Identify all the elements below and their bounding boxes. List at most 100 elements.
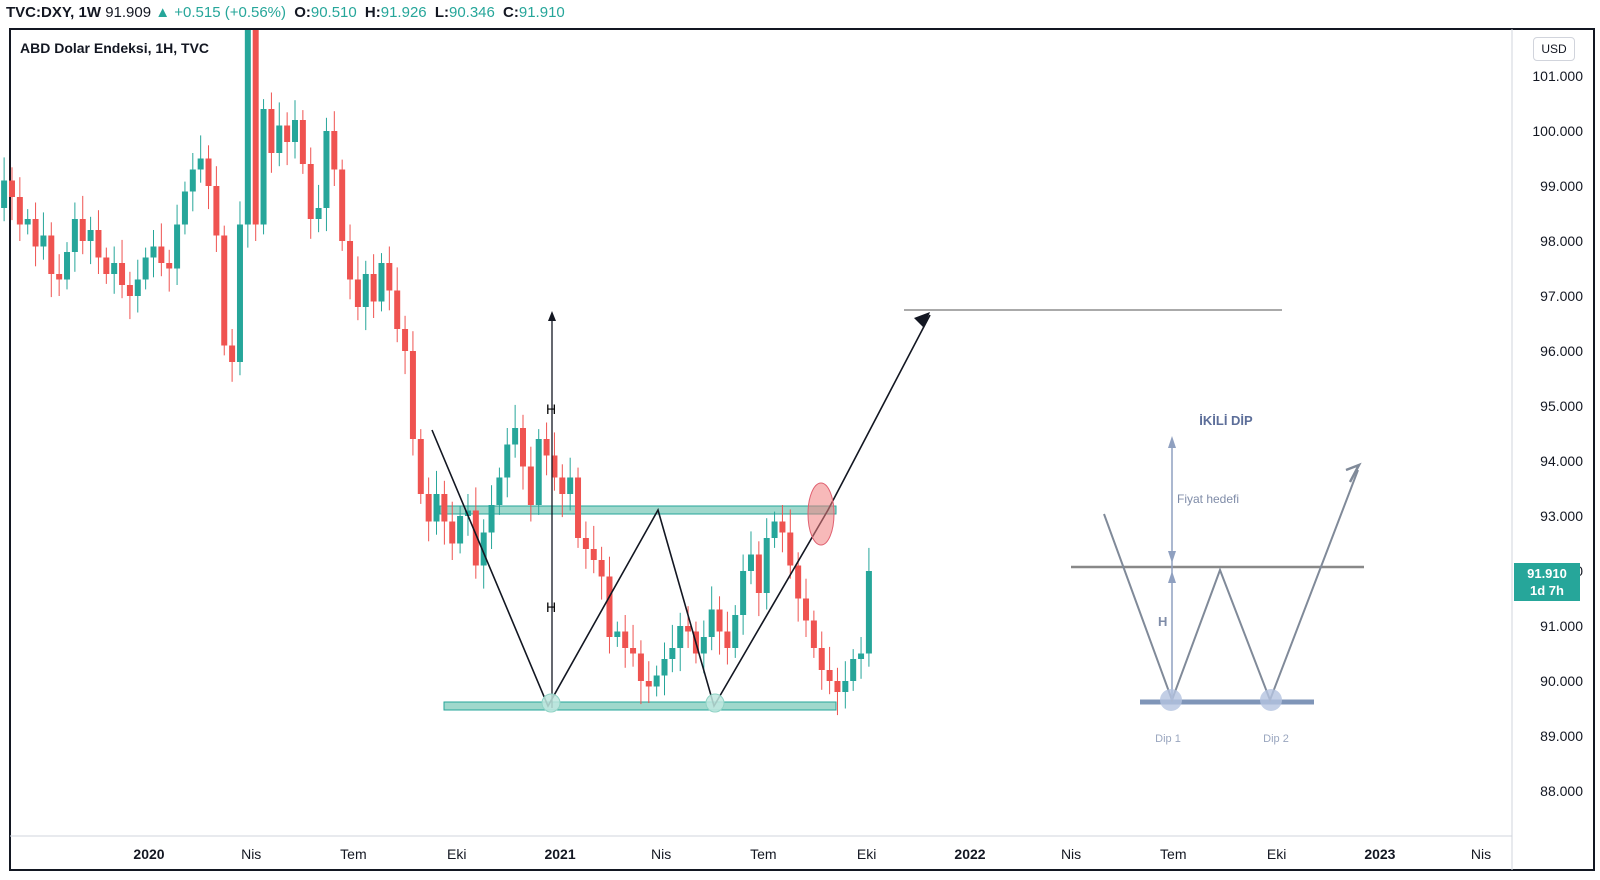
price-tick-label: 91.000 [1540, 618, 1583, 634]
low-label: L: [434, 4, 449, 21]
candle-body [126, 285, 133, 296]
pane-title: ABD Dolar Endeksi, 1H, TVC [20, 40, 210, 56]
candle-body [755, 554, 762, 593]
candle [260, 99, 267, 235]
support-zone[interactable] [443, 701, 837, 711]
candle [95, 210, 102, 274]
candle-body [158, 246, 165, 263]
candle-body [150, 246, 157, 258]
candle-body [803, 598, 810, 621]
candle-body [747, 554, 754, 571]
candle-body [543, 439, 550, 456]
candle [205, 145, 212, 210]
last-price-value: 91.910 [1527, 566, 1567, 581]
candle [755, 541, 762, 617]
candle-body [64, 252, 71, 280]
candle-body [472, 510, 479, 566]
candle [323, 117, 330, 232]
candle [150, 230, 157, 278]
candle-body [166, 263, 173, 269]
candle-body [417, 439, 424, 494]
candle [16, 177, 23, 241]
price-tick-label: 95.000 [1540, 398, 1583, 414]
candle-body [850, 659, 857, 681]
candle [221, 225, 228, 356]
candle-body [551, 455, 558, 478]
candle [614, 621, 621, 647]
time-tick-label: Eki [857, 846, 876, 862]
price-axis[interactable]: 88.00089.00090.00091.00092.00093.00094.0… [1532, 68, 1583, 799]
candle-body [834, 681, 841, 692]
candle [559, 464, 566, 518]
candle-body [598, 560, 605, 577]
candle-body [795, 565, 802, 599]
candle [40, 212, 47, 260]
candle [244, 30, 251, 248]
inset-height-label: H [1158, 614, 1167, 629]
target-arrowhead [914, 312, 930, 328]
open-label: O: [294, 4, 311, 21]
candle [519, 414, 526, 490]
candle [252, 30, 259, 241]
candle [818, 631, 825, 690]
candle [795, 552, 802, 622]
bar-countdown: 1d 7h [1530, 583, 1564, 598]
time-tick-label: Tem [1160, 846, 1186, 862]
candle-body [622, 631, 629, 648]
candle [677, 612, 684, 672]
symbol-label[interactable]: TVC:DXY, 1W [6, 4, 102, 21]
candle-body [433, 494, 440, 522]
candle [299, 110, 306, 174]
candle-body [645, 681, 652, 687]
price-tick-label: 98.000 [1540, 233, 1583, 249]
breakout-marker[interactable] [807, 482, 835, 546]
candle-body [244, 30, 251, 225]
candle [747, 531, 754, 585]
candle [504, 428, 511, 498]
candle [606, 556, 613, 654]
candle-body [378, 263, 385, 302]
candle [425, 477, 432, 542]
candle-body [669, 648, 676, 659]
time-axis[interactable]: 2020 Nis Tem Eki 2021 Nis Tem Eki 2022 Nis Tem Eki 2… [133, 846, 1491, 862]
time-tick-label: Tem [340, 846, 366, 862]
price-tick-label: 100.000 [1532, 123, 1583, 139]
candle-body [771, 521, 778, 538]
candle [449, 501, 456, 560]
candle-body [299, 120, 306, 164]
candle [79, 195, 86, 255]
currency-button[interactable]: USD [1533, 37, 1575, 61]
candle-body [339, 169, 346, 241]
dip1-marker[interactable] [541, 693, 561, 713]
candle [567, 457, 574, 511]
candle [630, 624, 637, 667]
candle [496, 467, 503, 515]
candle [71, 202, 78, 272]
candle [842, 661, 849, 709]
w-pattern-line[interactable] [431, 314, 931, 709]
inset-dip1-label: Dip 1 [1155, 733, 1181, 745]
candle [378, 253, 385, 312]
candle [111, 246, 118, 294]
candle [787, 509, 794, 579]
candle-body [425, 494, 432, 522]
candle-body [575, 477, 582, 538]
neckline-zone[interactable] [439, 505, 837, 515]
dip2-marker[interactable] [705, 693, 725, 713]
candle [810, 610, 817, 658]
candle-body [331, 131, 338, 170]
candle-body [653, 675, 660, 687]
candle-body [488, 505, 495, 533]
candle [457, 506, 464, 554]
candle [307, 147, 314, 239]
candle-body [307, 164, 314, 219]
candle [622, 615, 629, 668]
candle [181, 181, 188, 235]
price-tick-label: 90.000 [1540, 673, 1583, 689]
candle-body [87, 230, 94, 241]
candle-body [535, 439, 542, 505]
candle [803, 578, 810, 637]
candle-body [630, 648, 637, 654]
time-tick-label: Nis [1471, 846, 1491, 862]
